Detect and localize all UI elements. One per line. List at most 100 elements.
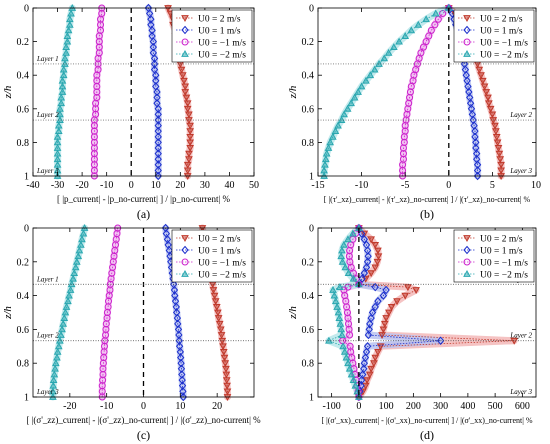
data-point — [357, 82, 366, 90]
data-point — [473, 149, 481, 158]
data-point — [154, 154, 162, 164]
data-point — [153, 87, 161, 97]
y-tick-label: 0.8 — [302, 138, 315, 149]
x-tick-label: -30 — [51, 180, 64, 191]
axes-box — [317, 227, 537, 398]
data-point — [59, 319, 68, 327]
data-point — [63, 37, 72, 45]
data-point — [210, 292, 219, 300]
data-point — [177, 364, 186, 374]
layer-label: Layer 2 — [509, 111, 532, 119]
data-point — [179, 387, 187, 396]
data-point — [62, 302, 71, 310]
data-point — [384, 48, 393, 56]
data-point — [393, 298, 401, 306]
data-point — [326, 138, 335, 146]
data-point — [154, 160, 162, 170]
data-point — [214, 309, 222, 317]
layer-label: Layer 3 — [36, 167, 59, 175]
data-point — [367, 365, 375, 373]
data-point — [183, 105, 192, 113]
x-tick-label: -10 — [100, 180, 113, 191]
data-point — [60, 314, 69, 321]
legend-label: U0 = 2 m/s — [198, 235, 241, 245]
data-point — [222, 371, 231, 379]
data-point — [150, 59, 159, 69]
legend-label: U0 = −1 m/s — [480, 39, 528, 49]
y-tick-label: 1 — [24, 172, 29, 183]
data-point — [347, 99, 355, 107]
data-point — [370, 360, 378, 368]
data-point — [64, 26, 73, 34]
x-tick-label: -5 — [401, 180, 409, 191]
y-tick-label: 0.4 — [17, 71, 30, 82]
data-point — [177, 358, 185, 368]
data-point — [154, 166, 162, 175]
data-point — [342, 353, 351, 361]
data-point — [61, 308, 70, 316]
data-point — [183, 167, 192, 175]
data-point — [351, 381, 360, 389]
data-point — [404, 284, 412, 292]
data-point — [149, 37, 157, 46]
data-point — [371, 242, 380, 249]
data-point — [170, 285, 179, 295]
data-point — [185, 150, 193, 158]
data-point — [362, 263, 371, 272]
series-line — [94, 8, 103, 176]
data-point — [148, 26, 156, 35]
x-tick-label: 400 — [460, 401, 475, 412]
y-tick-label: 0.4 — [17, 291, 30, 302]
data-point — [71, 263, 80, 271]
data-point — [330, 291, 339, 299]
data-point — [183, 100, 192, 108]
data-point — [154, 132, 162, 142]
x-axis-label: [ |(σ'_xx)_current| - |(σ'_xx)_no-curren… — [321, 416, 532, 425]
data-point — [480, 83, 489, 91]
data-point — [485, 100, 493, 108]
data-point — [371, 282, 379, 292]
legend-label: U0 = 1 m/s — [198, 27, 241, 37]
data-point — [357, 375, 366, 385]
y-tick-label: 0.2 — [302, 37, 315, 48]
layer-label: Layer 1 — [36, 55, 59, 63]
data-point — [371, 264, 380, 272]
data-point — [367, 236, 375, 244]
data-point — [57, 330, 65, 338]
data-point — [379, 326, 388, 334]
data-point — [175, 336, 183, 345]
data-point — [371, 302, 379, 312]
data-point — [186, 145, 195, 152]
data-point — [321, 155, 330, 163]
data-point — [414, 20, 423, 28]
data-point — [350, 93, 359, 101]
data-point — [484, 94, 492, 102]
data-point — [321, 160, 329, 168]
x-axis-label: [ |p_current| - |p_no-current| ] / |p_no… — [57, 194, 230, 204]
data-point — [492, 128, 500, 136]
legend: U0 = 2 m/s U0 = 1 m/s U0 = −1 m/s U0 = −2 m… — [171, 9, 253, 63]
series-line — [165, 227, 184, 398]
data-point — [497, 167, 505, 175]
layer-label: Layer 3 — [509, 167, 532, 175]
x-tick-label: 0 — [129, 180, 134, 191]
data-point — [362, 76, 370, 84]
data-point — [186, 128, 195, 136]
x-tick-label: 10 — [531, 180, 541, 191]
data-point — [378, 332, 386, 340]
y-tick-label: 0.2 — [17, 37, 30, 48]
data-point — [491, 122, 499, 130]
data-point — [65, 20, 74, 28]
data-point — [154, 138, 162, 147]
series-line — [101, 227, 119, 397]
legend-label: U0 = −2 m/s — [198, 51, 246, 61]
data-point — [495, 150, 504, 158]
data-point — [177, 66, 186, 74]
data-point — [149, 42, 157, 52]
data-point — [374, 247, 382, 255]
y-tick-label: 0.4 — [302, 291, 315, 302]
data-point — [219, 343, 227, 351]
data-point — [174, 325, 183, 334]
